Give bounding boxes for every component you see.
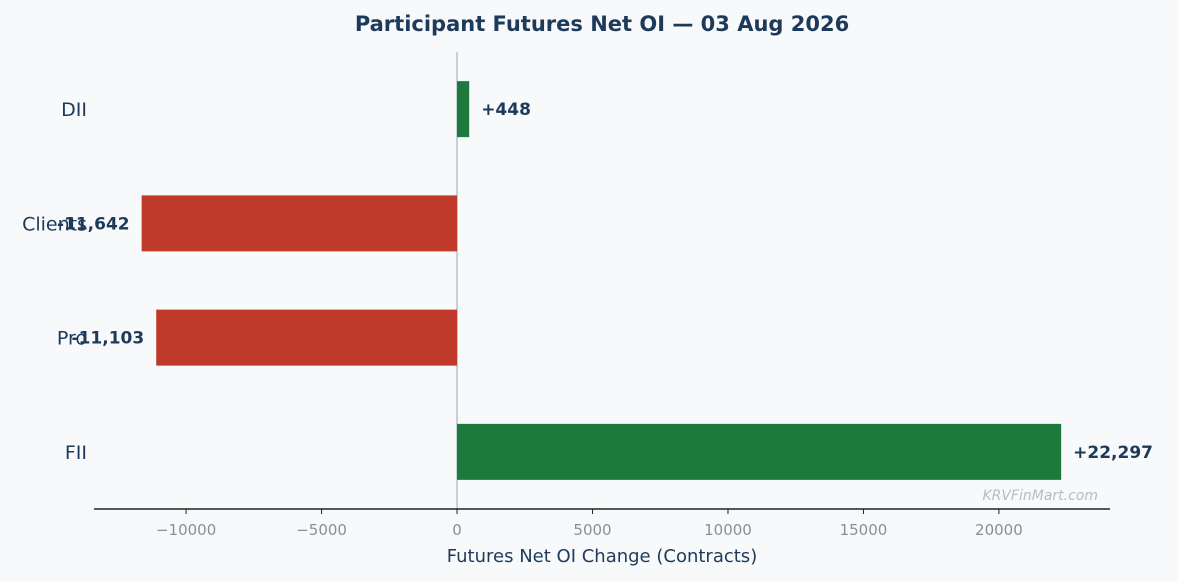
chart-title: Participant Futures Net OI — 03 Aug 2026 bbox=[355, 12, 849, 36]
category-label-dii: DII bbox=[61, 99, 87, 121]
x-tick-label: 5000 bbox=[573, 521, 611, 539]
watermark: KRVFinMart.com bbox=[982, 488, 1098, 504]
x-axis-title: Futures Net OI Change (Contracts) bbox=[447, 546, 757, 567]
value-label-dii: +448 bbox=[481, 100, 531, 120]
category-label-pro: Pro bbox=[57, 328, 87, 350]
x-tick-label: 10000 bbox=[704, 521, 752, 539]
bar-clients bbox=[141, 195, 458, 252]
bar-dii bbox=[457, 81, 470, 138]
x-tick-label: −5000 bbox=[296, 521, 347, 539]
value-label-clients: -11,642 bbox=[57, 214, 130, 234]
category-label-fii: FII bbox=[65, 442, 87, 464]
x-tick-label: 0 bbox=[452, 521, 462, 539]
bar-pro bbox=[156, 309, 458, 366]
value-label-pro: -11,103 bbox=[72, 329, 145, 349]
bar-fii bbox=[457, 423, 1062, 480]
x-tick-label: 20000 bbox=[975, 521, 1023, 539]
x-tick-label: −10000 bbox=[156, 521, 216, 539]
x-tick-label: 15000 bbox=[840, 521, 888, 539]
category-label-clients: Clients bbox=[22, 213, 87, 235]
value-label-fii: +22,297 bbox=[1073, 443, 1153, 463]
